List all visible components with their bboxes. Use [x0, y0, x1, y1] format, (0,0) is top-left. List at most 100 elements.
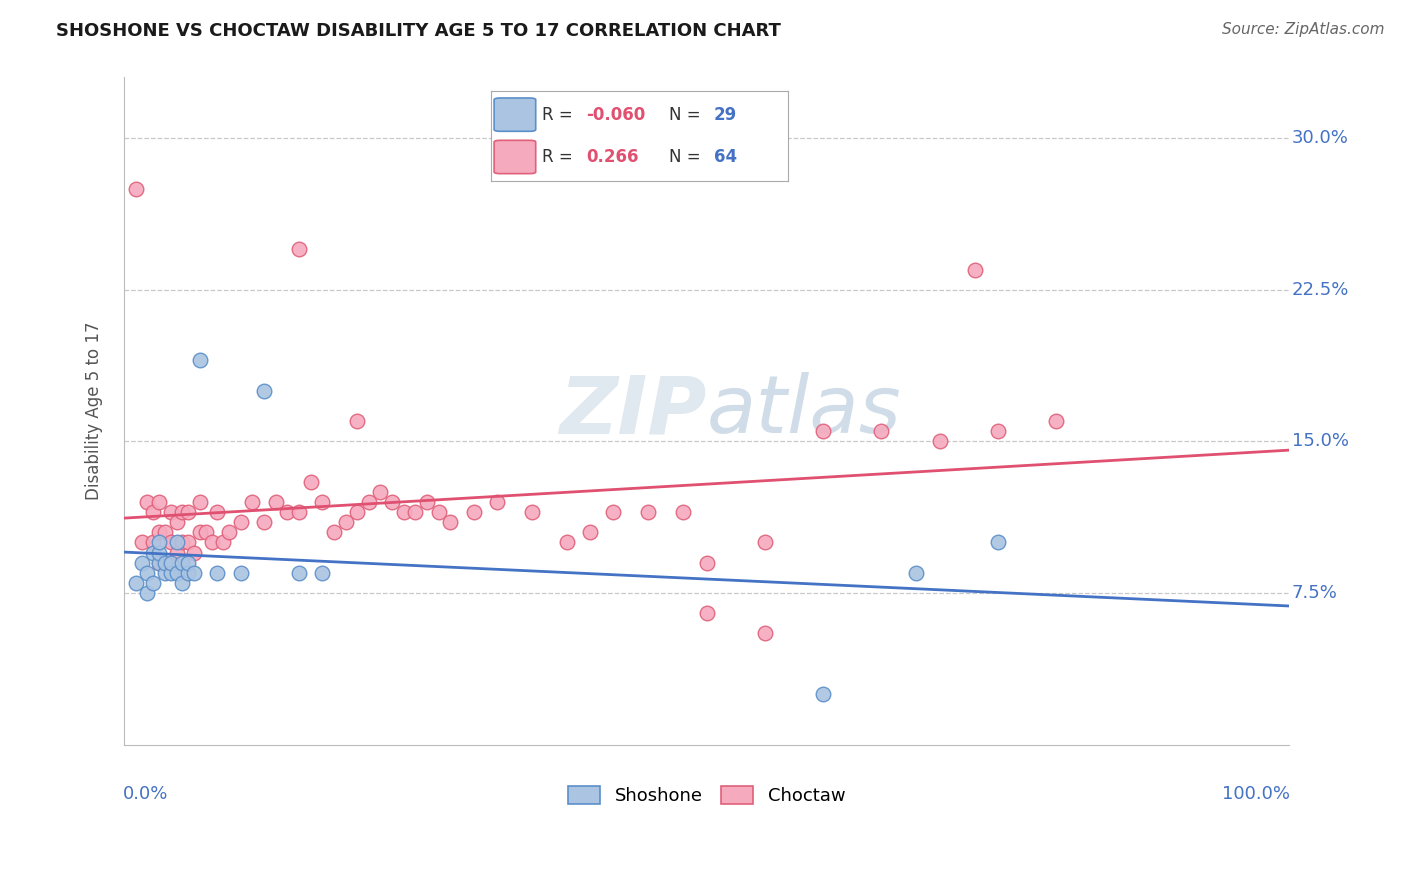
Point: [754, 535, 776, 549]
Point: [299, 475, 322, 489]
Point: [172, 556, 194, 570]
Point: [148, 556, 170, 570]
Point: [148, 545, 170, 559]
Point: [166, 535, 188, 549]
Legend: Shoshone, Choctaw: Shoshone, Choctaw: [561, 779, 852, 813]
Point: [172, 575, 194, 590]
Point: [166, 515, 188, 529]
Point: [579, 525, 602, 540]
Point: [905, 566, 928, 580]
Point: [131, 556, 153, 570]
Point: [229, 566, 252, 580]
Point: [987, 424, 1010, 438]
Point: [125, 575, 148, 590]
Point: [148, 535, 170, 549]
Point: [207, 566, 229, 580]
Point: [153, 566, 176, 580]
Text: 15.0%: 15.0%: [1292, 433, 1348, 450]
Point: [159, 535, 181, 549]
Point: [335, 515, 357, 529]
Text: 30.0%: 30.0%: [1292, 129, 1348, 147]
Point: [136, 566, 159, 580]
Point: [346, 414, 368, 428]
Point: [381, 495, 404, 509]
Point: [177, 566, 200, 580]
Point: [159, 505, 181, 519]
Point: [148, 495, 170, 509]
Point: [322, 525, 344, 540]
Point: [311, 495, 333, 509]
Point: [288, 505, 311, 519]
Point: [183, 545, 205, 559]
Point: [253, 515, 276, 529]
Point: [357, 495, 380, 509]
Point: [463, 505, 485, 519]
Point: [131, 535, 153, 549]
Point: [672, 505, 695, 519]
Point: [188, 353, 211, 368]
Point: [811, 424, 834, 438]
Point: [240, 495, 263, 509]
Point: [404, 505, 426, 519]
Point: [870, 424, 893, 438]
Point: [253, 384, 276, 398]
Point: [142, 575, 165, 590]
Point: [288, 566, 311, 580]
Point: [427, 505, 450, 519]
Point: [166, 545, 188, 559]
Text: 100.0%: 100.0%: [1222, 785, 1291, 803]
Point: [311, 566, 333, 580]
Point: [136, 495, 159, 509]
Point: [142, 535, 165, 549]
Point: [125, 181, 148, 195]
Point: [172, 535, 194, 549]
Point: [288, 242, 311, 256]
Point: [555, 535, 578, 549]
Text: 0.0%: 0.0%: [122, 785, 169, 803]
Point: [177, 535, 200, 549]
Text: 7.5%: 7.5%: [1292, 584, 1337, 602]
Point: [520, 505, 543, 519]
Point: [754, 626, 776, 640]
Point: [987, 535, 1010, 549]
Point: [142, 505, 165, 519]
Point: [637, 505, 659, 519]
Point: [148, 525, 170, 540]
Point: [696, 556, 718, 570]
Point: [153, 525, 176, 540]
Point: [200, 535, 222, 549]
Point: [370, 484, 392, 499]
Point: [212, 535, 235, 549]
Text: atlas: atlas: [707, 372, 901, 450]
Text: ZIP: ZIP: [560, 372, 707, 450]
Point: [928, 434, 950, 449]
Point: [229, 515, 252, 529]
Point: [148, 556, 170, 570]
Point: [207, 505, 229, 519]
Y-axis label: Disability Age 5 to 17: Disability Age 5 to 17: [86, 322, 103, 500]
Point: [264, 495, 287, 509]
Point: [166, 566, 188, 580]
Point: [218, 525, 240, 540]
Point: [439, 515, 461, 529]
Point: [602, 505, 624, 519]
Point: [485, 495, 508, 509]
Point: [159, 556, 181, 570]
Point: [177, 556, 200, 570]
Point: [183, 566, 205, 580]
Point: [392, 505, 415, 519]
Text: Source: ZipAtlas.com: Source: ZipAtlas.com: [1222, 22, 1385, 37]
Point: [188, 525, 211, 540]
Point: [416, 495, 439, 509]
Point: [177, 505, 200, 519]
Point: [188, 495, 211, 509]
Point: [153, 556, 176, 570]
Point: [963, 262, 986, 277]
Point: [346, 505, 368, 519]
Text: SHOSHONE VS CHOCTAW DISABILITY AGE 5 TO 17 CORRELATION CHART: SHOSHONE VS CHOCTAW DISABILITY AGE 5 TO …: [56, 22, 782, 40]
Point: [142, 545, 165, 559]
Point: [1045, 414, 1067, 428]
Point: [696, 606, 718, 620]
Point: [276, 505, 298, 519]
Point: [811, 687, 834, 701]
